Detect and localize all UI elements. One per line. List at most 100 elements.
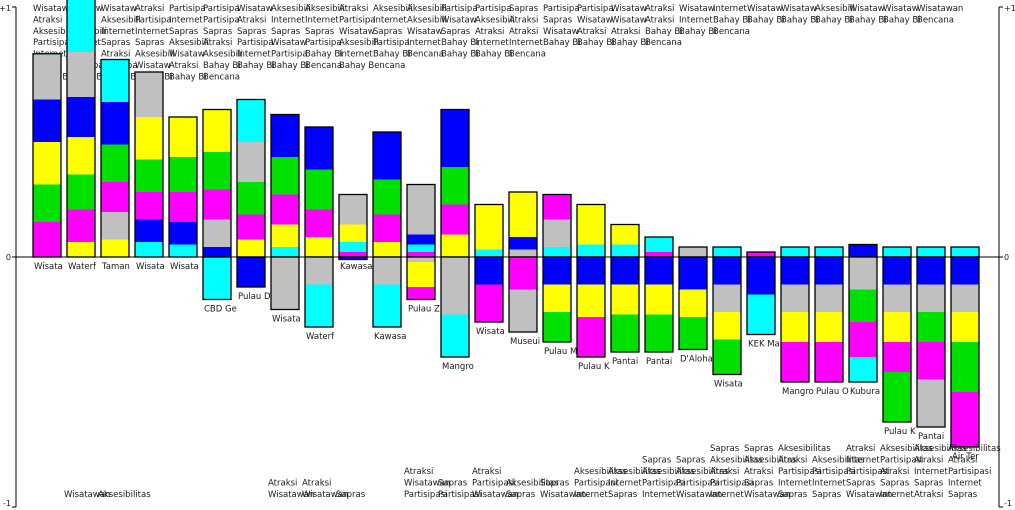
bar-segment (305, 237, 333, 257)
bar-segment (781, 284, 809, 312)
bottom-label: Internet (948, 479, 982, 489)
bar-segment (781, 257, 809, 285)
top-label: Bahay Bi (169, 72, 207, 82)
bar-segment (577, 257, 605, 285)
bar-segment (305, 169, 333, 210)
bar-segment (203, 219, 231, 247)
bar-segment (271, 257, 299, 310)
category-label: Pantai (646, 357, 672, 367)
bar-segment (951, 312, 979, 342)
bottom-label: Sapras (540, 479, 570, 489)
bar-outline-positive (134, 71, 164, 258)
bar-segment (849, 289, 877, 322)
category-label: Mangro (442, 362, 474, 372)
bar-group (814, 246, 844, 383)
category-label: Taman (101, 262, 130, 272)
bar-segment (543, 312, 571, 342)
category-label: Pulau K (884, 427, 916, 437)
top-label: Partisipa (203, 4, 240, 14)
bottom-label: Sapras (506, 490, 536, 500)
bar-segment (747, 252, 775, 257)
top-label: Partisipa (373, 38, 410, 48)
y-tick-label-left: +1 (0, 4, 11, 13)
bar-segment (747, 294, 775, 335)
top-label: Sapras (543, 15, 573, 25)
bar-outline-positive (32, 53, 62, 258)
top-label: Partisipa (271, 50, 308, 60)
bar-group (32, 53, 62, 258)
top-label: Atraksi (645, 15, 674, 25)
bar-segment (135, 242, 163, 257)
category-label: Pantai (918, 432, 944, 442)
top-label: Bahay Bi (781, 15, 819, 25)
bottom-label: Partisipasi (846, 467, 889, 477)
top-label: Bahay Bi (441, 38, 479, 48)
bar-segment (577, 284, 605, 317)
bar-segment (203, 152, 231, 190)
top-label: Wisataw (135, 61, 171, 71)
bar-segment (917, 284, 945, 312)
bottom-label: Internet (880, 490, 914, 500)
bar-segment (815, 342, 843, 382)
bar-segment (203, 189, 231, 220)
top-label: Sapras (135, 38, 165, 48)
bar-outline-negative (712, 256, 742, 376)
bar-group (542, 193, 572, 343)
bar-segment (373, 132, 401, 180)
bottom-label: Sapras (438, 479, 468, 489)
bar-segment (849, 257, 877, 290)
bar-segment (237, 99, 265, 142)
top-label: Sapras (101, 38, 131, 48)
top-label: Wisataw (169, 50, 205, 60)
top-label: Atraksi (611, 27, 640, 37)
top-label: Wisataw (849, 4, 885, 14)
top-label: Internet (135, 27, 169, 37)
bottom-label: Wisatawan (744, 490, 790, 500)
bar-segment (271, 157, 299, 195)
bar-outline-negative (576, 256, 606, 358)
bar-group (644, 236, 674, 353)
bar-segment (883, 257, 911, 285)
bar-segment (611, 244, 639, 257)
bar-segment (883, 312, 911, 342)
bottom-label: Partisipasi (778, 467, 821, 477)
bar-segment (101, 102, 129, 145)
top-label: Wisatawan (917, 4, 963, 14)
top-label: Partisipa (339, 15, 376, 25)
bar-segment (305, 284, 333, 327)
bottom-label: Aksesibilitas (676, 467, 729, 477)
bottom-label: Partisipasi (404, 490, 447, 500)
bar-segment (441, 109, 469, 167)
bottom-label: Atraksi (846, 444, 875, 454)
top-label: Bahay Bi (543, 38, 581, 48)
top-label: Bencana (203, 72, 240, 82)
bar-segment (33, 142, 61, 185)
bar-segment (917, 312, 945, 342)
top-label: Bahay Bi (713, 15, 751, 25)
bar-segment (781, 342, 809, 382)
top-label: Bencana (407, 50, 444, 60)
top-label: Wisataw (747, 4, 783, 14)
bar-segment (645, 257, 673, 285)
category-label: Museui (510, 337, 540, 347)
bottom-label: Aksesibilitas (710, 456, 763, 466)
bar-segment (237, 182, 265, 215)
bottom-label: Sapras (778, 490, 808, 500)
bottom-label: Partisipasi (642, 479, 685, 489)
bar-outline-negative (780, 256, 810, 383)
top-label: Internet (271, 15, 305, 25)
bar-segment (169, 222, 197, 245)
y-tick-label-left: 0 (6, 253, 11, 262)
bottom-label: Aksesibilitas (948, 444, 1001, 454)
top-label-block: WisatawWisatawWisatawAtraksiPartisipaPar… (33, 4, 963, 82)
y-tick-label-right: 0 (1004, 253, 1009, 262)
bar-segment (679, 289, 707, 317)
bar-outline-negative (406, 256, 436, 301)
bar-segment (33, 54, 61, 100)
bar-segment (543, 284, 571, 312)
bar-outline-negative (508, 256, 538, 333)
bar-segment (169, 244, 197, 257)
bar-segment (373, 242, 401, 257)
top-label: Partisipa (543, 4, 580, 14)
bar-outline-negative (610, 256, 640, 353)
